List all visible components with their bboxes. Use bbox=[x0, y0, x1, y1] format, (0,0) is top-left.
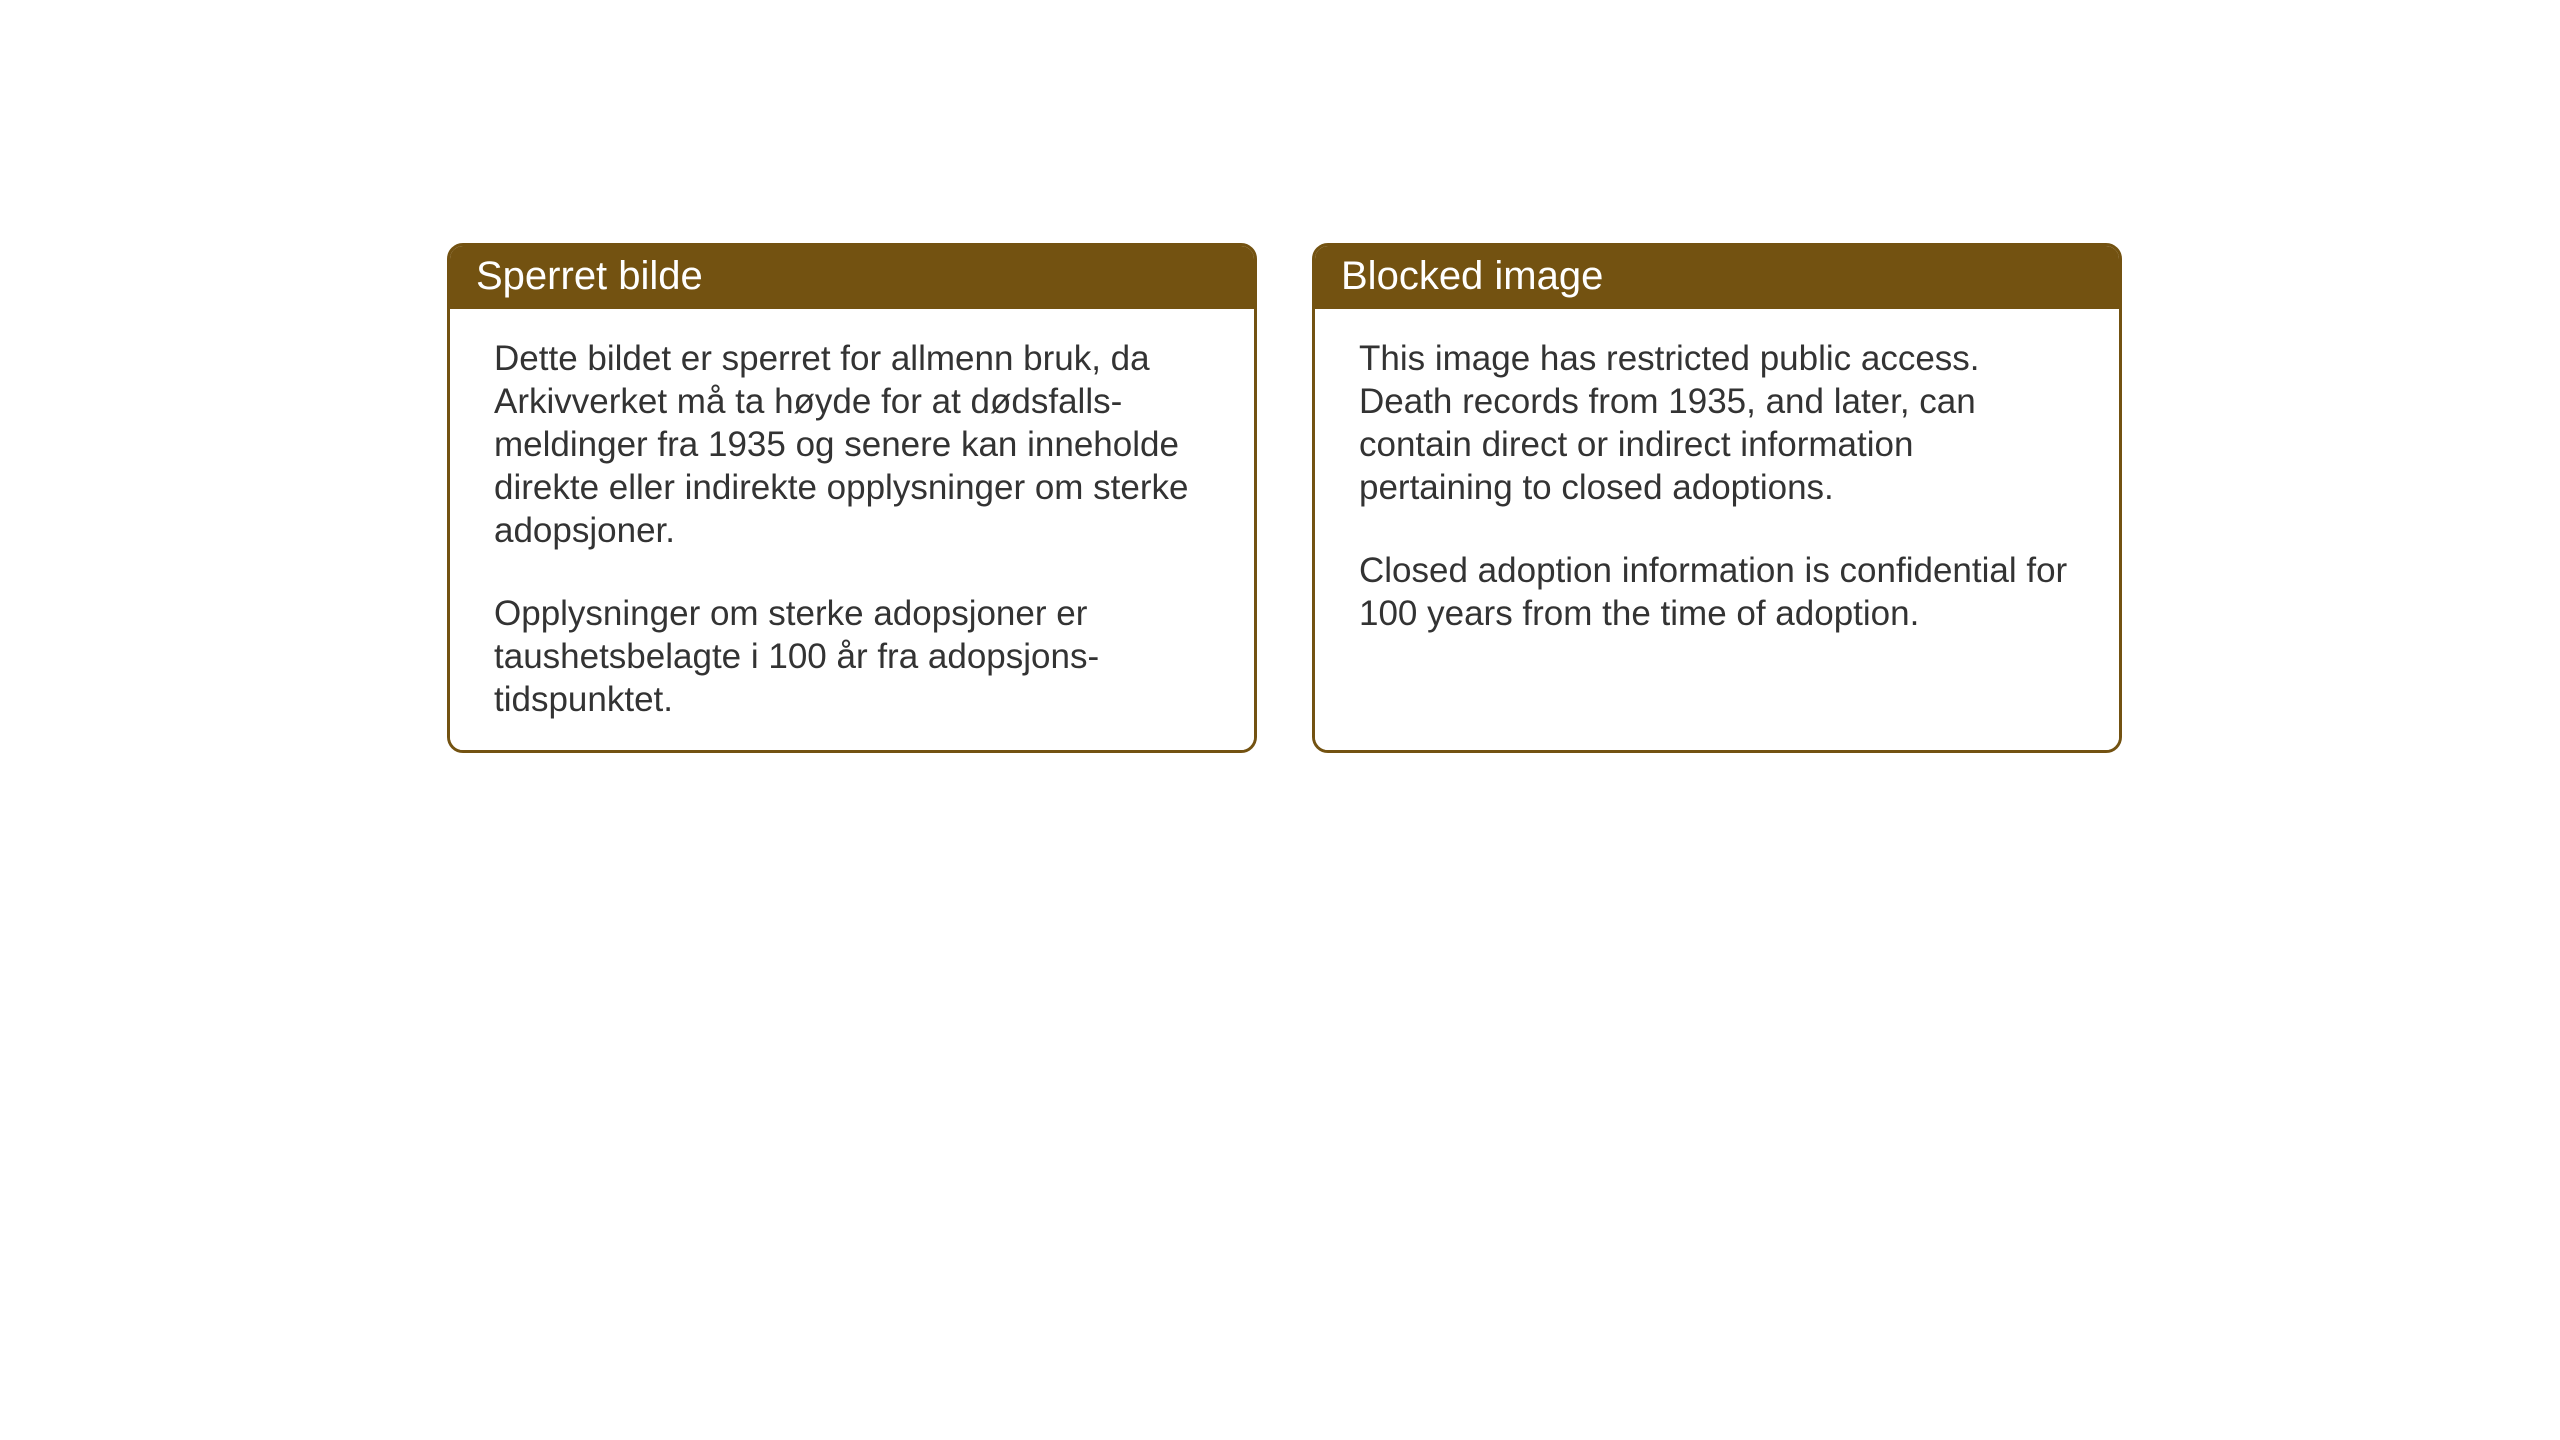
notice-card-english: Blocked image This image has restricted … bbox=[1312, 243, 2122, 753]
notice-container: Sperret bilde Dette bildet er sperret fo… bbox=[447, 243, 2122, 753]
card-paragraph-norwegian-1: Dette bildet er sperret for allmenn bruk… bbox=[494, 337, 1210, 552]
card-header-english: Blocked image bbox=[1315, 246, 2119, 309]
card-paragraph-english-1: This image has restricted public access.… bbox=[1359, 337, 2075, 509]
notice-card-norwegian: Sperret bilde Dette bildet er sperret fo… bbox=[447, 243, 1257, 753]
card-paragraph-norwegian-2: Opplysninger om sterke adopsjoner er tau… bbox=[494, 592, 1210, 721]
card-paragraph-english-2: Closed adoption information is confident… bbox=[1359, 549, 2075, 635]
card-body-english: This image has restricted public access.… bbox=[1315, 309, 2119, 750]
card-header-norwegian: Sperret bilde bbox=[450, 246, 1254, 309]
card-body-norwegian: Dette bildet er sperret for allmenn bruk… bbox=[450, 309, 1254, 750]
